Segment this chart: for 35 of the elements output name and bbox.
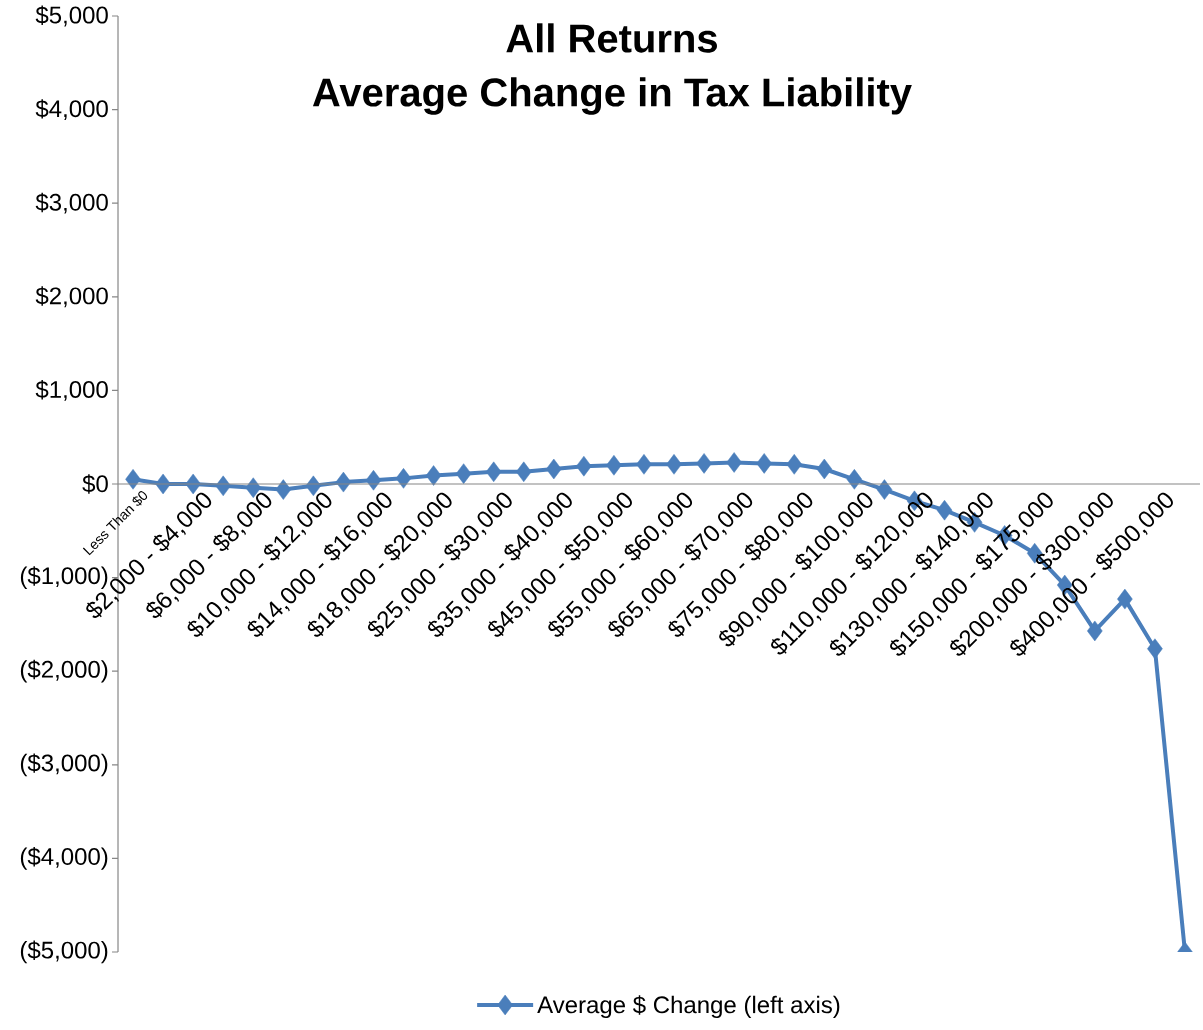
y-tick-label: $1,000: [35, 379, 108, 401]
point: [636, 454, 652, 475]
point: [606, 455, 622, 476]
point: [696, 453, 712, 474]
y-tick-label: ($4,000): [20, 847, 108, 870]
point: [395, 468, 412, 489]
point: [816, 458, 833, 480]
chart-title: All Returns: [506, 23, 717, 53]
point: [666, 454, 682, 475]
point: [1117, 588, 1133, 610]
point: [455, 463, 472, 484]
point: [1087, 620, 1103, 642]
point: [786, 454, 802, 475]
point: [1147, 638, 1163, 659]
point: [546, 458, 562, 480]
point: [485, 461, 502, 483]
point: [365, 469, 382, 491]
point: [125, 469, 141, 490]
point: [846, 469, 863, 490]
y-tick-label: $0: [82, 474, 108, 494]
y-tick-label: $5,000: [35, 5, 108, 27]
point: [516, 461, 532, 483]
point: [756, 453, 772, 474]
text: Average Change in Tax Liability: [312, 77, 912, 115]
y-tick-label: ($3,000): [20, 753, 108, 777]
y-tick-label: $3,000: [35, 192, 108, 214]
y-tick-label: $2,000: [35, 286, 108, 308]
point: [726, 452, 742, 473]
y-tick-label: ($5,000): [20, 940, 108, 964]
point: [335, 471, 352, 493]
legend-label: Average $ Change (left axis): [537, 995, 840, 1019]
point: [576, 455, 592, 477]
point: [425, 465, 442, 486]
y-tick-label: $4,000: [35, 99, 108, 120]
y-tick-label: ($2,000): [20, 659, 108, 683]
